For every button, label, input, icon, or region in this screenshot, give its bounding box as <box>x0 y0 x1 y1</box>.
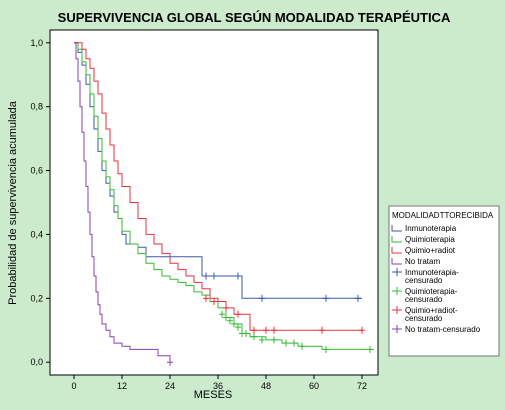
legend-swatch-quimio-radiot-censurado <box>392 306 402 314</box>
censor-mark-quimio-radiot <box>223 304 229 312</box>
x-tick-label: 72 <box>357 381 367 391</box>
censor-mark-quimio-radiot <box>235 310 241 318</box>
plot-area <box>49 29 379 376</box>
legend-swatch-quimioterapia-censurado <box>392 287 402 295</box>
x-tick-label: 24 <box>165 381 175 391</box>
x-tick-label: 12 <box>117 381 127 391</box>
censor-mark-quimio-radiot <box>211 298 217 306</box>
legend-swatch-inmunoterapia <box>391 225 402 232</box>
censor-mark-inmunoterapia <box>211 272 217 280</box>
censor-mark-quimio-radiot <box>319 326 325 334</box>
censor-mark-quimioterapia <box>219 310 225 318</box>
x-tick-label: 36 <box>213 381 223 391</box>
censor-mark-quimioterapia <box>323 345 329 353</box>
censor-mark-quimioterapia <box>251 333 257 341</box>
legend-label-line: Quimioterapia- <box>405 287 458 296</box>
legend-entry-no-tratam-censurado: No tratam-censurado <box>392 325 481 334</box>
legend-swatch-inmunoterapia-censurado <box>392 268 402 276</box>
legend-label-inmunoterapia: Inmunoterapia <box>405 224 457 233</box>
legend-title: MODALIDADTTORECIBIDA <box>392 211 494 220</box>
legend-label-line: censurado <box>405 314 443 323</box>
censor-mark-quimioterapia <box>223 314 229 321</box>
y-tick-label: 0,6 <box>30 166 43 176</box>
legend-entry-quimioterapia: Quimioterapia <box>391 235 455 244</box>
legend-label-line: censurado <box>405 276 443 285</box>
legend-swatch-no-tratam-censurado <box>392 325 402 333</box>
legend-swatch-quimioterapia <box>391 236 402 243</box>
censor-mark-inmunoterapia <box>203 272 209 280</box>
y-tick-label: 0,0 <box>30 357 43 367</box>
censor-mark-quimio-radiot <box>251 326 257 334</box>
legend: MODALIDADTTORECIBIDA Inmunoterapia Quimio… <box>388 205 500 357</box>
censor-mark-quimioterapia <box>227 317 233 325</box>
censor-mark-inmunoterapia <box>355 294 361 302</box>
x-tick-label: 0 <box>71 381 76 391</box>
x-tick-label: 60 <box>309 381 319 391</box>
legend-entry-quimioterapia-censurado: Quimioterapia-censurado <box>392 287 458 304</box>
censor-mark-quimio-radiot <box>271 326 277 334</box>
censor-mark-inmunoterapia <box>323 294 329 302</box>
legend-label-inmunoterapia-censurado: Inmunoterapia-censurado <box>405 268 459 285</box>
censor-mark-quimio-radiot <box>263 326 269 334</box>
legend-label-quimio-radiot: Quimio+radiot <box>405 246 456 255</box>
y-axis-label: Probabilidad de supervivencia acumulada <box>7 100 19 305</box>
censor-mark-quimioterapia <box>283 339 289 347</box>
censor-mark-quimioterapia <box>231 320 237 328</box>
series-line-quimio-radiot <box>74 42 362 331</box>
legend-label-quimioterapia-censurado: Quimioterapia-censurado <box>405 287 458 304</box>
legend-label-line: censurado <box>405 295 443 304</box>
legend-entry-quimio-radiot-censurado: Quimio+radiot-censurado <box>392 306 458 323</box>
legend-swatch-no-tratam <box>391 258 402 265</box>
censor-mark-quimioterapia <box>271 336 277 344</box>
censor-mark-no-tratam <box>167 358 173 366</box>
censor-mark-quimioterapia <box>243 329 249 337</box>
legend-swatch-quimio-radiot <box>391 247 402 254</box>
legend-label-line: Inmunoterapia- <box>405 268 459 277</box>
legend-label-no-tratam: No tratam <box>405 257 440 266</box>
legend-box <box>388 205 500 357</box>
censor-mark-quimioterapia <box>291 339 297 347</box>
censor-mark-quimioterapia <box>367 345 373 353</box>
legend-entry-inmunoterapia: Inmunoterapia <box>391 224 457 233</box>
legend-entry-inmunoterapia-censurado: Inmunoterapia-censurado <box>392 268 459 285</box>
legend-label-quimio-radiot-censurado: Quimio+radiot-censurado <box>405 306 458 323</box>
censor-mark-quimioterapia <box>235 323 241 331</box>
series-line-no-tratam <box>74 42 171 363</box>
legend-entry-no-tratam: No tratam <box>391 257 440 266</box>
censor-mark-quimioterapia <box>299 342 305 350</box>
legend-entry-quimio-radiot: Quimio+radiot <box>391 246 456 255</box>
y-tick-label: 1,0 <box>30 38 43 48</box>
legend-label-line: Quimio+radiot- <box>405 306 458 315</box>
x-axis-label: MESES <box>194 389 233 401</box>
censor-mark-quimio-radiot <box>359 326 365 334</box>
chart-title: SUPERVIVENCIA GLOBAL SEGÚN MODALIDAD TER… <box>58 10 451 25</box>
y-tick-label: 0,2 <box>30 293 43 303</box>
legend-label-no-tratam-censurado: No tratam-censurado <box>405 325 481 334</box>
x-tick-label: 48 <box>261 381 271 391</box>
legend-label-quimioterapia: Quimioterapia <box>405 235 455 244</box>
y-tick-label: 0,4 <box>30 229 43 239</box>
censor-mark-quimioterapia <box>259 336 265 344</box>
censor-mark-inmunoterapia <box>259 294 265 302</box>
censor-mark-quimio-radiot <box>203 294 209 302</box>
y-tick-label: 0,8 <box>30 102 43 112</box>
censor-mark-inmunoterapia <box>235 272 241 280</box>
